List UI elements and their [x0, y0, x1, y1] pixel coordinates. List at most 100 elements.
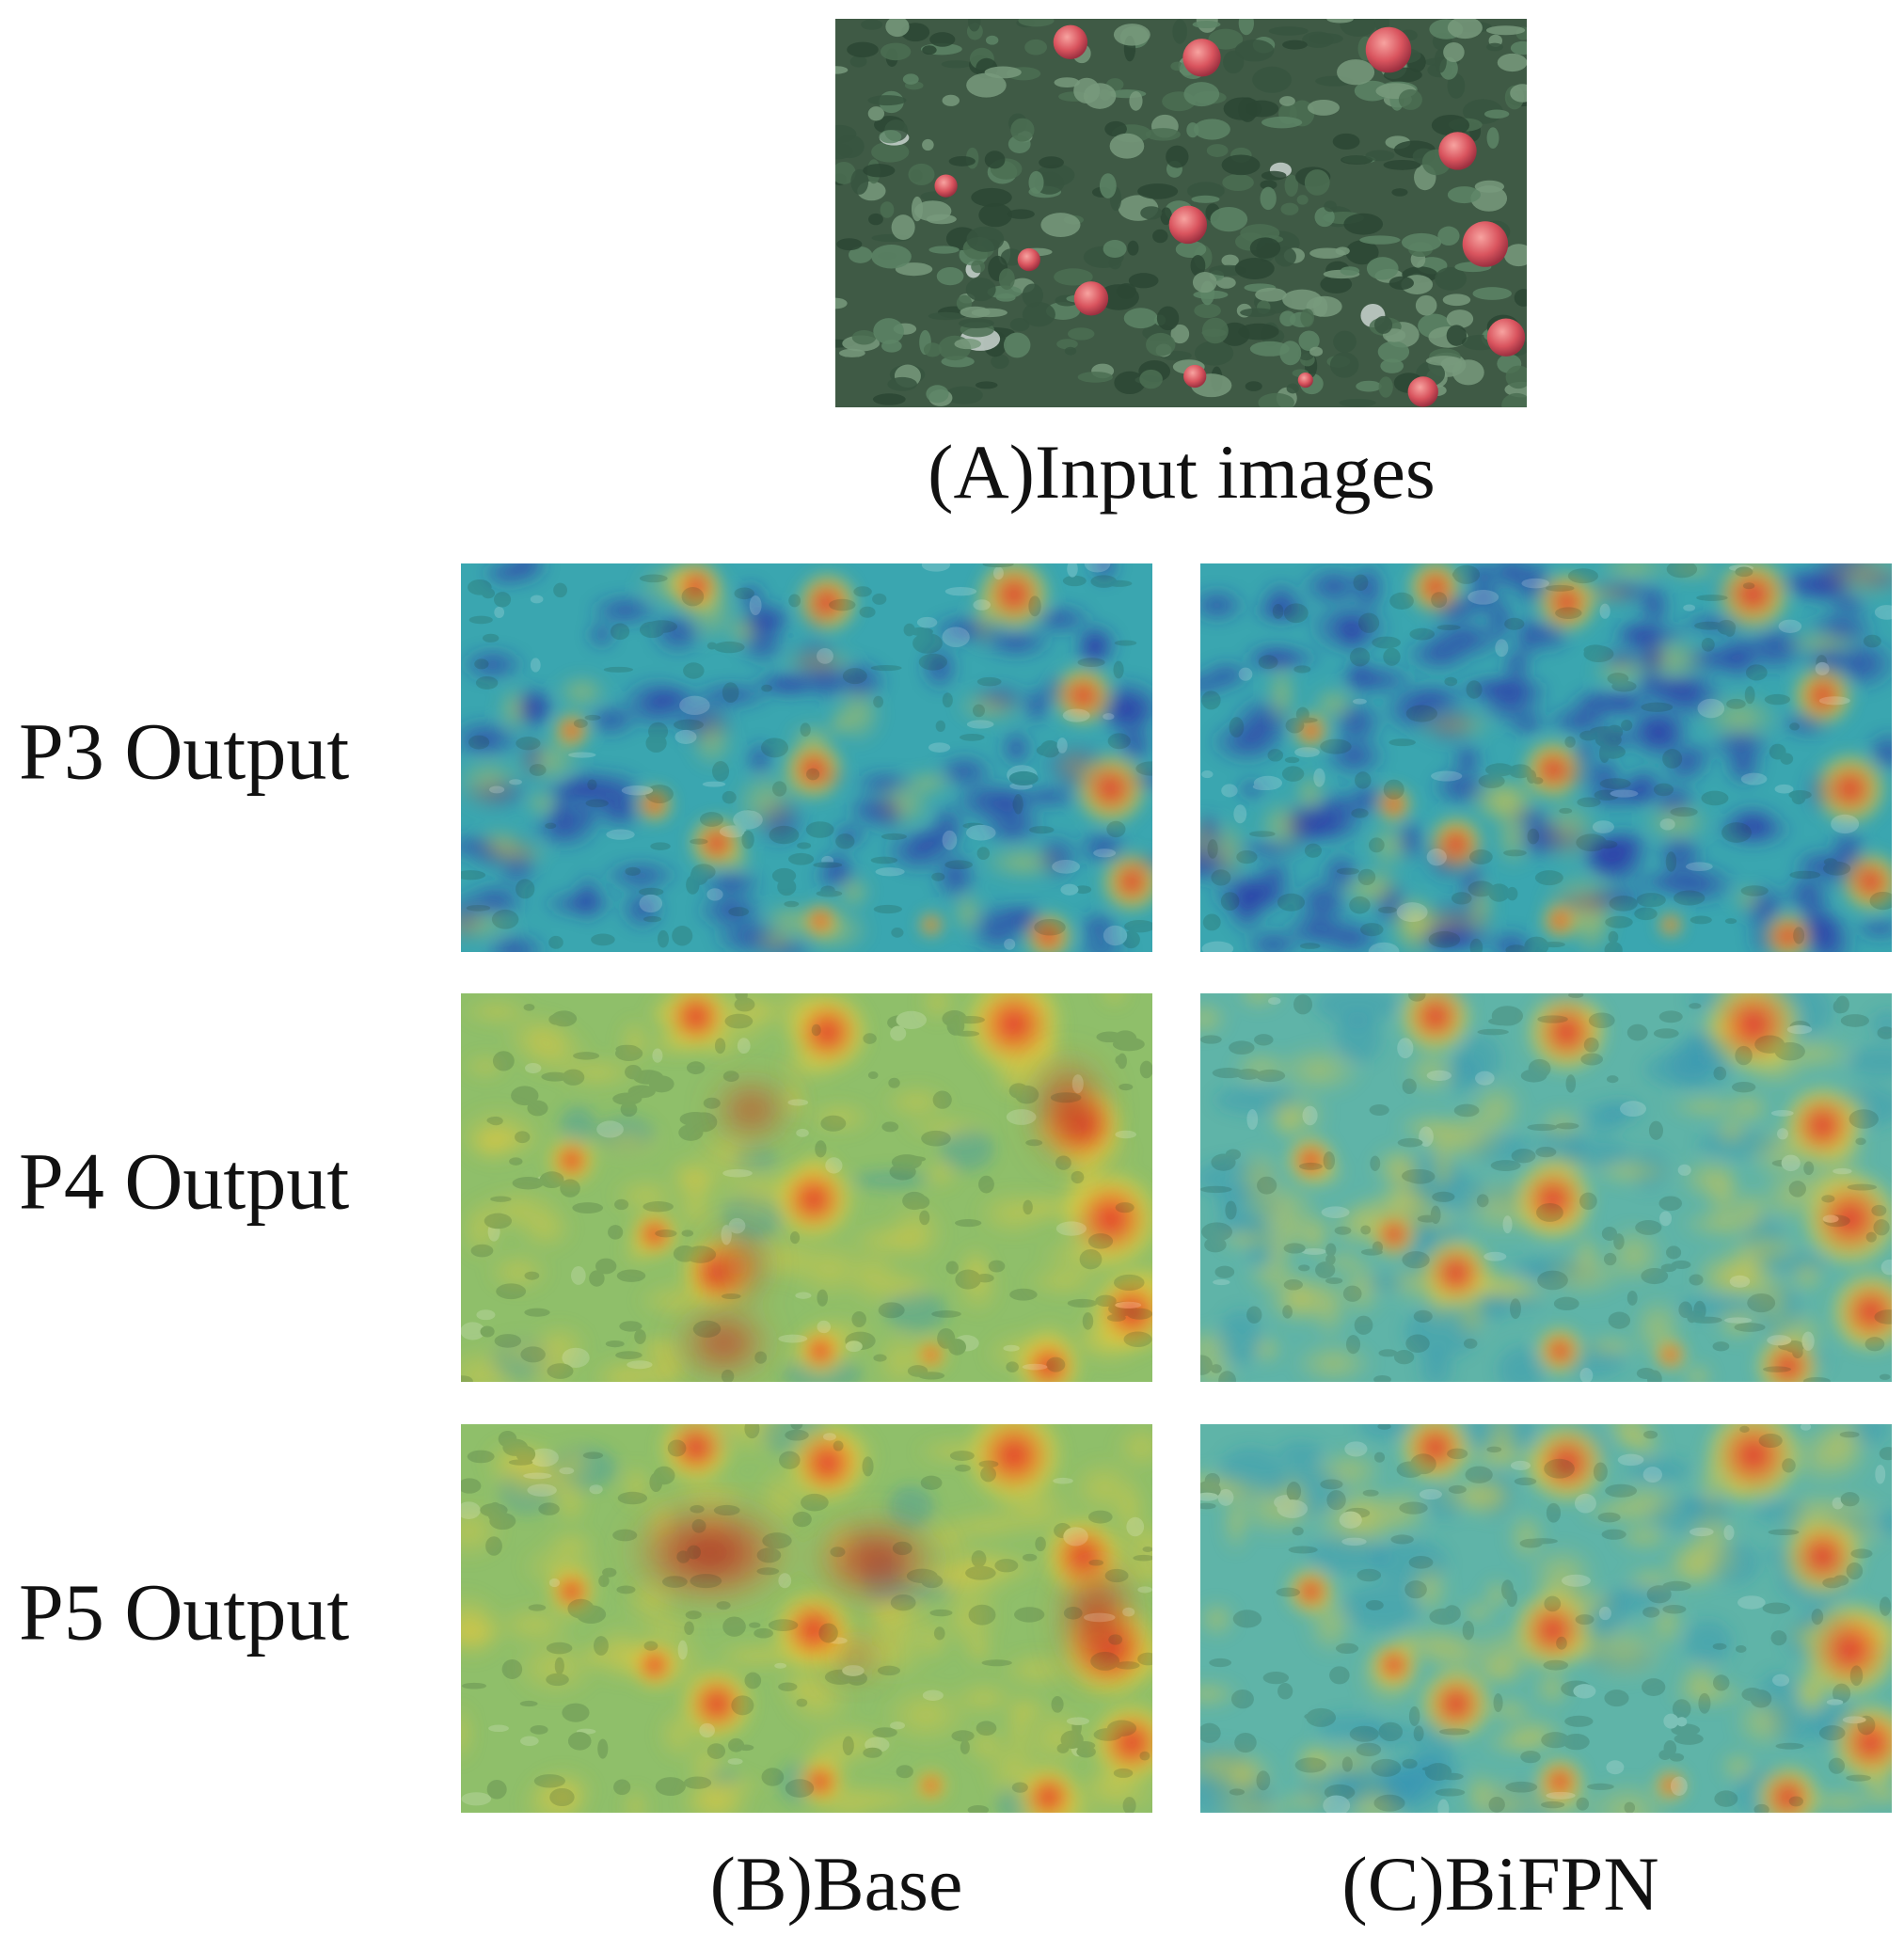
- texture: [1229, 1788, 1245, 1796]
- texture: [1113, 1274, 1145, 1292]
- texture: [1383, 647, 1401, 666]
- leaf: [1139, 369, 1163, 389]
- texture: [1505, 1781, 1538, 1793]
- leaf: [838, 348, 865, 357]
- texture: [890, 1025, 907, 1041]
- texture: [738, 809, 760, 830]
- texture: [645, 620, 678, 633]
- texture: [842, 1736, 854, 1755]
- heatmap: [461, 563, 1152, 952]
- apple: [1073, 281, 1109, 316]
- texture: [1281, 766, 1305, 782]
- texture: [1372, 1241, 1383, 1254]
- texture: [1408, 1556, 1434, 1569]
- texture: [1113, 660, 1124, 679]
- leaf: [928, 311, 964, 321]
- texture: [1393, 1350, 1415, 1365]
- texture: [1590, 838, 1604, 851]
- texture: [1248, 831, 1276, 837]
- texture: [1006, 1109, 1037, 1125]
- texture: [947, 1339, 967, 1356]
- input-caption: (A)Input images: [928, 429, 1436, 515]
- texture: [1737, 1595, 1766, 1610]
- texture: [863, 1033, 877, 1044]
- hotspot: [635, 785, 674, 823]
- texture: [541, 1071, 569, 1082]
- texture: [1828, 1757, 1846, 1774]
- texture: [1066, 1717, 1089, 1725]
- leaf: [835, 297, 848, 309]
- texture: [1014, 1085, 1039, 1104]
- texture: [722, 682, 739, 704]
- texture: [1383, 779, 1404, 800]
- texture: [470, 1244, 494, 1258]
- texture: [1050, 1092, 1082, 1103]
- warm-region: [1683, 1504, 1739, 1567]
- leaf: [1356, 380, 1382, 392]
- hotspot: [1369, 1209, 1420, 1260]
- texture: [486, 1779, 507, 1800]
- leaf: [1260, 186, 1277, 211]
- texture: [1357, 868, 1376, 886]
- warm-region: [1468, 1079, 1526, 1139]
- leaf: [1068, 327, 1095, 341]
- texture: [1771, 1159, 1799, 1167]
- texture: [1201, 941, 1234, 952]
- leaf: [1431, 114, 1470, 136]
- texture: [1643, 1430, 1658, 1439]
- leaf: [1339, 398, 1376, 407]
- texture: [1397, 1038, 1414, 1059]
- texture: [931, 872, 945, 881]
- cold-region: [1404, 636, 1474, 674]
- warm-region: [738, 993, 782, 1029]
- hotspot: [1398, 993, 1473, 1055]
- texture: [1373, 1374, 1391, 1382]
- texture: [967, 1805, 990, 1813]
- leaf: [850, 168, 869, 195]
- texture: [1135, 761, 1152, 776]
- texture: [1123, 1331, 1152, 1347]
- texture: [1028, 595, 1041, 617]
- leaf: [1437, 226, 1460, 246]
- texture: [1428, 930, 1461, 948]
- leaf: [1332, 133, 1360, 151]
- texture: [1687, 1310, 1697, 1324]
- warm-region: [514, 736, 584, 786]
- texture: [728, 907, 750, 917]
- warm-region: [673, 1166, 727, 1196]
- texture: [725, 827, 745, 837]
- heatmap: [1200, 1424, 1892, 1813]
- heatmap: [461, 1424, 1152, 1813]
- texture: [488, 1116, 503, 1126]
- texture: [1238, 667, 1253, 681]
- warm-region: [1578, 1499, 1653, 1523]
- hotspot: [1754, 1764, 1822, 1813]
- warm-region: [1481, 1577, 1514, 1613]
- texture: [1256, 1770, 1271, 1791]
- leaf: [1193, 119, 1230, 140]
- texture: [1595, 732, 1622, 748]
- texture: [1595, 840, 1618, 849]
- warm-region: [1003, 1694, 1035, 1759]
- texture: [1610, 789, 1639, 798]
- warm-region: [496, 684, 532, 735]
- leaf: [1183, 82, 1220, 107]
- texture: [546, 1673, 569, 1687]
- warm-region: [748, 928, 802, 952]
- texture: [1357, 1568, 1382, 1582]
- leaf: [836, 238, 863, 251]
- texture: [1621, 720, 1633, 731]
- texture: [613, 1779, 631, 1796]
- texture: [722, 1168, 753, 1178]
- hotspot: [625, 1500, 795, 1605]
- texture: [1353, 574, 1369, 592]
- leaf: [1258, 392, 1294, 407]
- texture: [1071, 1717, 1082, 1737]
- warm-region: [1400, 906, 1490, 939]
- texture: [1875, 1465, 1886, 1484]
- texture: [548, 1014, 564, 1025]
- cold-region: [949, 779, 1027, 824]
- column-label: (C)BiFPN: [1341, 1841, 1658, 1927]
- cold-region: [920, 642, 960, 692]
- leaf: [958, 318, 994, 329]
